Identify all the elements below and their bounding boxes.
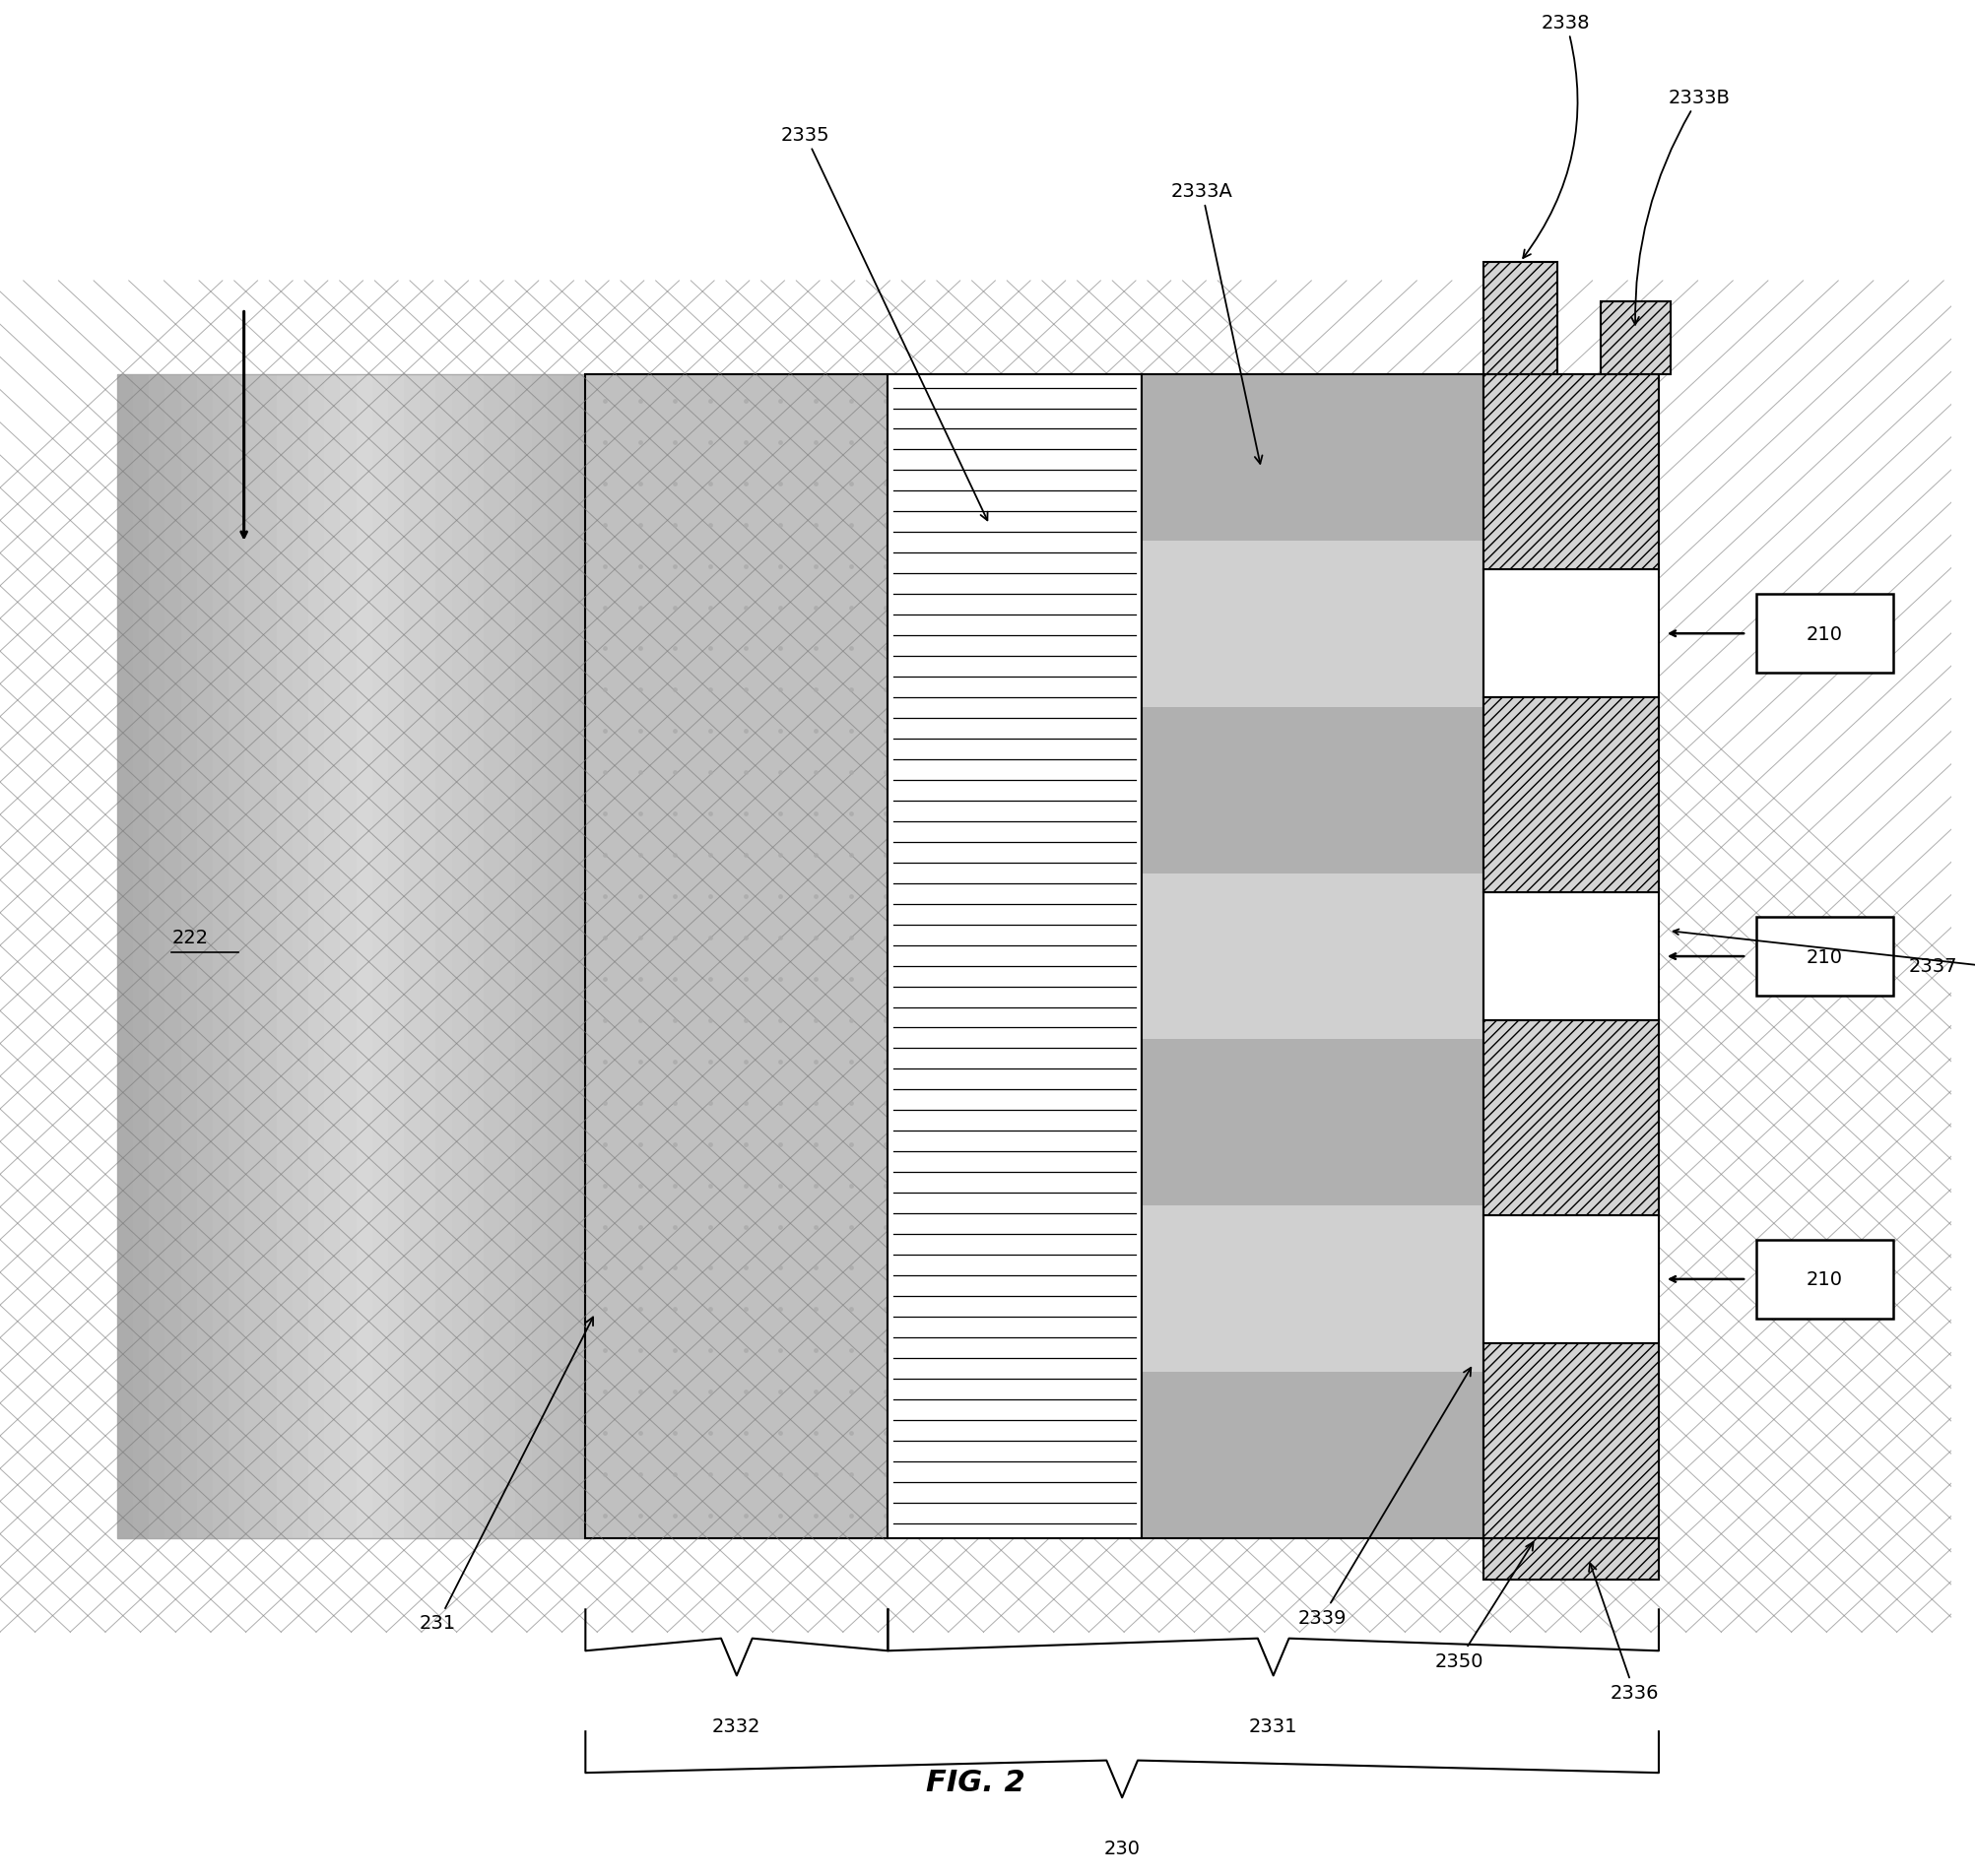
Bar <box>1483 1216 1657 1343</box>
Bar <box>579 375 594 1538</box>
Text: 2333B: 2333B <box>1631 88 1730 325</box>
Bar <box>117 375 132 1538</box>
Bar <box>371 375 387 1538</box>
Bar <box>1483 893 1657 1021</box>
Bar <box>117 375 594 1538</box>
Bar <box>887 375 1142 1538</box>
Bar <box>563 375 579 1538</box>
Text: 230: 230 <box>1104 1838 1140 1857</box>
Text: 210: 210 <box>1805 947 1843 966</box>
Text: 210: 210 <box>1805 1270 1843 1289</box>
Bar <box>261 375 277 1538</box>
Bar <box>1142 1371 1483 1538</box>
Text: 2332: 2332 <box>711 1717 760 1735</box>
Bar <box>585 375 887 1538</box>
Bar <box>292 375 308 1538</box>
Bar <box>1483 263 1556 375</box>
Bar <box>436 375 452 1538</box>
Bar <box>1142 375 1483 1538</box>
Bar <box>198 375 213 1538</box>
Bar <box>1483 570 1657 698</box>
Text: 231: 231 <box>419 1317 592 1632</box>
Bar <box>1483 698 1657 893</box>
Text: 2336: 2336 <box>1588 1563 1657 1702</box>
Text: 2335: 2335 <box>780 126 988 522</box>
Bar <box>531 375 547 1538</box>
Bar <box>585 375 887 1538</box>
Bar <box>1142 542 1483 707</box>
Bar <box>1483 1021 1657 1216</box>
Text: 2338: 2338 <box>1523 13 1590 259</box>
Bar <box>164 375 182 1538</box>
Bar <box>1756 917 1892 996</box>
Bar <box>547 375 563 1538</box>
Text: 2333A: 2333A <box>1171 182 1262 465</box>
Text: 2339: 2339 <box>1298 1368 1469 1626</box>
Bar <box>1756 1240 1892 1319</box>
Bar <box>419 375 436 1538</box>
Bar <box>1142 375 1483 542</box>
Bar <box>1600 302 1669 375</box>
Bar <box>1142 1039 1483 1206</box>
Bar <box>148 375 164 1538</box>
Bar <box>213 375 229 1538</box>
Bar <box>340 375 356 1538</box>
Bar <box>1483 1343 1657 1538</box>
Bar <box>117 375 594 1538</box>
Bar <box>229 375 245 1538</box>
Text: 210: 210 <box>1805 625 1843 643</box>
Bar <box>356 375 371 1538</box>
Text: 222: 222 <box>172 929 207 947</box>
Text: 2331: 2331 <box>1248 1717 1298 1735</box>
Text: FIG. 2: FIG. 2 <box>926 1767 1025 1797</box>
Bar <box>387 375 403 1538</box>
Bar <box>484 375 500 1538</box>
Bar <box>277 375 292 1538</box>
Bar <box>500 375 515 1538</box>
Bar <box>1142 1206 1483 1371</box>
Bar <box>452 375 468 1538</box>
Bar <box>515 375 531 1538</box>
Bar <box>468 375 484 1538</box>
Bar <box>324 375 340 1538</box>
Bar <box>1483 1538 1657 1580</box>
Bar <box>1483 375 1657 570</box>
Text: 2350: 2350 <box>1434 1542 1533 1670</box>
Bar <box>1756 595 1892 673</box>
Bar <box>403 375 419 1538</box>
Bar <box>182 375 198 1538</box>
Bar <box>1142 874 1483 1039</box>
Text: 2337: 2337 <box>1908 957 1957 976</box>
Bar <box>1142 707 1483 874</box>
Bar <box>308 375 324 1538</box>
Bar <box>132 375 148 1538</box>
Bar <box>245 375 261 1538</box>
